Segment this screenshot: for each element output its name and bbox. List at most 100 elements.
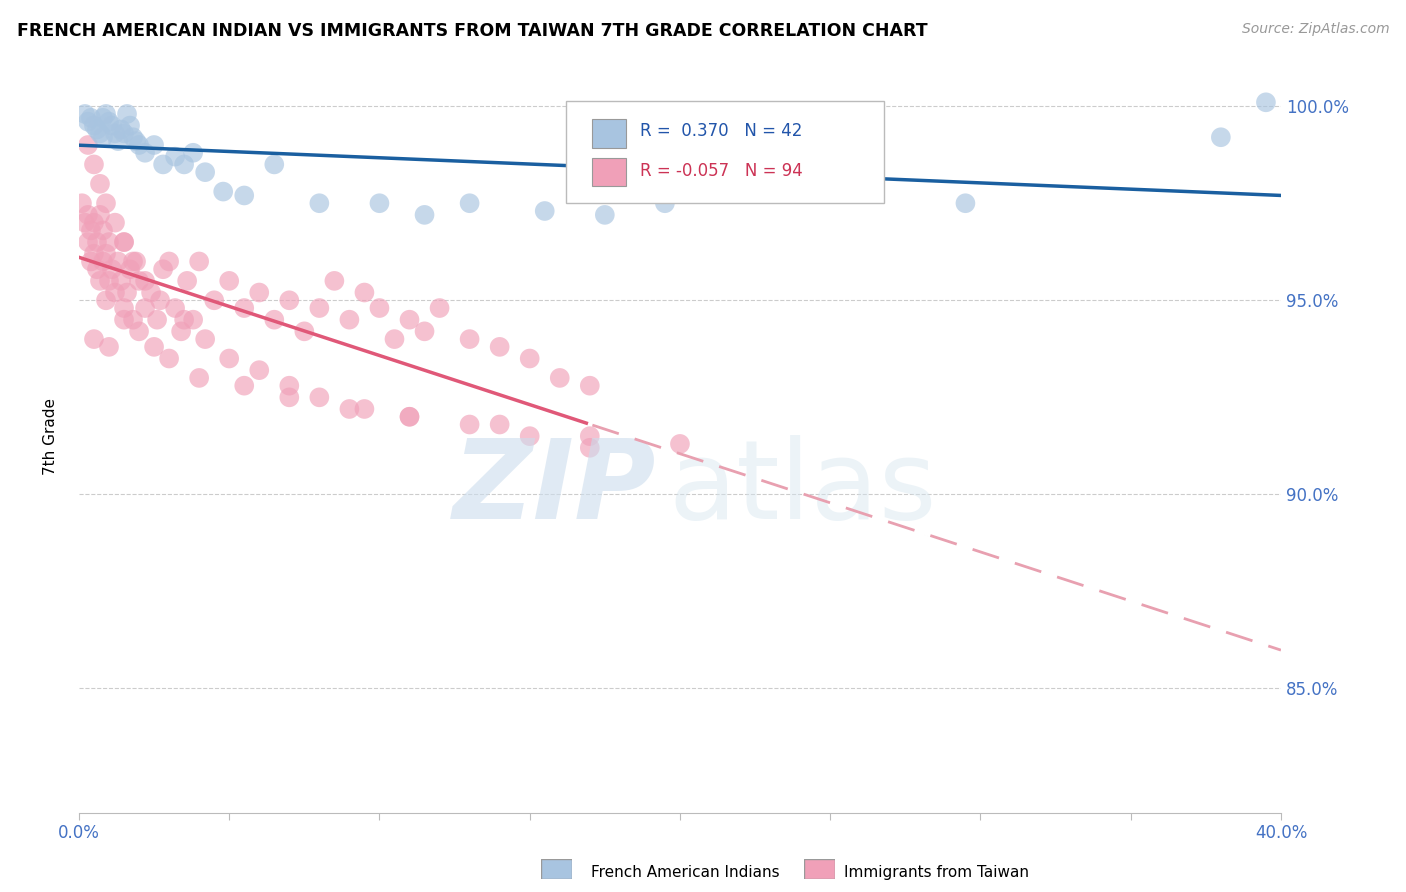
Point [1254, 95, 1277, 110]
Point [143, 138, 166, 153]
Point [83, 332, 105, 346]
Point [165, 150, 187, 164]
Point [152, 157, 174, 171]
Point [170, 324, 193, 338]
Point [157, 351, 180, 366]
Point [98, 274, 121, 288]
Point [91, 111, 114, 125]
Point [94, 246, 117, 260]
Point [176, 274, 198, 288]
Point [488, 417, 510, 432]
Point [194, 332, 217, 346]
Point [83, 216, 105, 230]
Point [94, 196, 117, 211]
Point [115, 107, 138, 121]
Point [104, 216, 127, 230]
Point [83, 246, 105, 260]
Point [384, 332, 406, 346]
Point [308, 196, 330, 211]
Point [413, 208, 436, 222]
Point [849, 177, 872, 191]
Point [157, 254, 180, 268]
Text: R = -0.057   N = 94: R = -0.057 N = 94 [640, 162, 803, 180]
Point [143, 340, 166, 354]
Y-axis label: 7th Grade: 7th Grade [44, 398, 58, 475]
Point [339, 401, 361, 416]
Point [339, 312, 361, 326]
Point [80, 223, 103, 237]
Point [115, 285, 138, 300]
Point [134, 301, 156, 315]
Point [218, 351, 240, 366]
Point [125, 134, 148, 148]
Point [458, 196, 481, 211]
Point [278, 378, 301, 392]
Point [533, 204, 555, 219]
Point [247, 285, 270, 300]
Point [104, 285, 127, 300]
Point [94, 107, 117, 121]
Point [89, 208, 111, 222]
Point [86, 122, 108, 136]
Point [212, 185, 235, 199]
Point [101, 119, 124, 133]
Point [91, 254, 114, 268]
Point [194, 165, 217, 179]
Point [98, 235, 121, 249]
Point [89, 127, 111, 141]
Point [89, 274, 111, 288]
Bar [592, 158, 626, 186]
Point [263, 312, 285, 326]
Text: R =  0.370   N = 42: R = 0.370 N = 42 [640, 122, 803, 140]
Text: Source: ZipAtlas.com: Source: ZipAtlas.com [1241, 22, 1389, 37]
Point [368, 196, 391, 211]
Point [73, 107, 96, 121]
Point [104, 127, 127, 141]
Point [98, 340, 121, 354]
Point [80, 254, 103, 268]
Point [488, 340, 510, 354]
Point [128, 274, 150, 288]
Text: French American Indians: French American Indians [591, 865, 779, 880]
Point [519, 351, 541, 366]
Point [122, 130, 145, 145]
Text: FRENCH AMERICAN INDIAN VS IMMIGRANTS FROM TAIWAN 7TH GRADE CORRELATION CHART: FRENCH AMERICAN INDIAN VS IMMIGRANTS FRO… [17, 22, 928, 40]
Point [413, 324, 436, 338]
Point [519, 429, 541, 443]
Point [112, 127, 135, 141]
Point [263, 157, 285, 171]
Point [188, 254, 211, 268]
Point [134, 145, 156, 160]
Point [654, 196, 676, 211]
Point [80, 111, 103, 125]
Point [292, 324, 315, 338]
Point [202, 293, 225, 308]
Point [278, 390, 301, 404]
Point [83, 157, 105, 171]
Point [134, 274, 156, 288]
Point [188, 371, 211, 385]
Point [759, 185, 782, 199]
Point [368, 301, 391, 315]
Point [122, 312, 145, 326]
Point [278, 293, 301, 308]
Point [152, 262, 174, 277]
Point [398, 409, 420, 424]
Point [112, 235, 135, 249]
Point [548, 371, 571, 385]
Text: atlas: atlas [668, 435, 936, 542]
Point [98, 114, 121, 128]
Point [86, 235, 108, 249]
Point [308, 301, 330, 315]
Point [89, 177, 111, 191]
Bar [592, 119, 626, 147]
Text: ZIP: ZIP [453, 435, 657, 542]
Point [118, 119, 141, 133]
Point [458, 332, 481, 346]
Point [83, 119, 105, 133]
Point [107, 134, 129, 148]
Point [128, 138, 150, 153]
Point [955, 196, 977, 211]
Point [101, 262, 124, 277]
Point [125, 254, 148, 268]
